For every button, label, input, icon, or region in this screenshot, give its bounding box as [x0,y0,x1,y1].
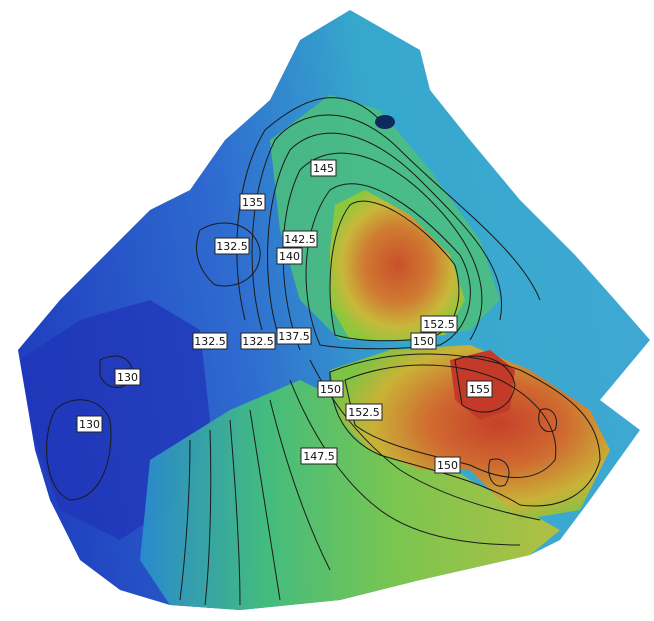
contour-label: 130 [114,368,141,386]
contour-label: 130 [76,415,103,433]
contour-label: 150 [317,380,344,398]
dark-feature [375,115,395,129]
svg-text:132.5: 132.5 [216,240,248,253]
svg-text:150: 150 [413,335,434,348]
contour-label: 137.5 [276,327,312,345]
contour-label: 132.5 [192,332,228,350]
svg-text:145: 145 [313,162,334,175]
svg-text:150: 150 [320,383,341,396]
svg-text:150: 150 [437,459,458,472]
contour-label: 140 [276,247,303,265]
southeast-plateau [330,345,610,520]
main-plateau [330,190,465,340]
contour-lines [46,97,601,606]
contour-label: 132.5 [214,237,250,255]
svg-text:142.5: 142.5 [284,233,316,246]
contour-label: 142.5 [282,230,318,248]
contour-label: 147.5 [300,447,338,465]
southern-slope [140,380,560,610]
contour-label: 155 [466,380,493,398]
svg-text:135: 135 [242,196,263,209]
contour-label: 145 [310,159,337,177]
contour-labels: 145 135 142.5 132.5 140 152.5 150 132.5 [76,159,493,474]
svg-text:147.5: 147.5 [303,450,335,463]
contour-label: 150 [410,332,437,350]
svg-text:152.5: 152.5 [348,406,380,419]
svg-text:155: 155 [469,383,490,396]
contour-label: 150 [434,456,461,474]
svg-text:132.5: 132.5 [242,335,274,348]
svg-text:132.5: 132.5 [194,335,226,348]
svg-text:130: 130 [117,371,138,384]
contour-label: 152.5 [420,315,458,333]
contour-label: 132.5 [240,332,276,350]
svg-text:137.5: 137.5 [278,330,310,343]
svg-text:152.5: 152.5 [423,318,455,331]
contour-label: 152.5 [345,403,383,421]
contour-label: 135 [239,193,266,211]
svg-text:140: 140 [279,250,300,263]
svg-text:130: 130 [79,418,100,431]
